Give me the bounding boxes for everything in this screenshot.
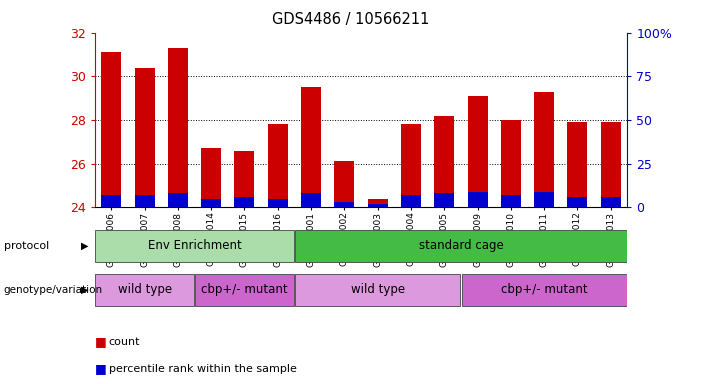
Bar bbox=[501, 120, 521, 207]
Bar bbox=[268, 124, 288, 207]
Text: wild type: wild type bbox=[350, 283, 404, 296]
Bar bbox=[435, 194, 454, 207]
Text: ■: ■ bbox=[95, 335, 107, 348]
Bar bbox=[534, 92, 554, 207]
Bar bbox=[168, 48, 188, 207]
Bar bbox=[234, 151, 254, 207]
Bar bbox=[295, 274, 461, 306]
Bar bbox=[368, 199, 388, 207]
Bar bbox=[334, 162, 355, 207]
Text: GDS4486 / 10566211: GDS4486 / 10566211 bbox=[272, 12, 429, 26]
Bar bbox=[368, 204, 388, 207]
Bar bbox=[234, 197, 254, 207]
Text: count: count bbox=[109, 337, 140, 347]
Bar bbox=[95, 230, 294, 262]
Bar bbox=[567, 122, 587, 207]
Bar bbox=[101, 195, 121, 207]
Bar bbox=[501, 195, 521, 207]
Bar bbox=[401, 124, 421, 207]
Bar bbox=[301, 194, 321, 207]
Bar bbox=[301, 87, 321, 207]
Bar bbox=[101, 52, 121, 207]
Bar bbox=[334, 202, 355, 207]
Text: protocol: protocol bbox=[4, 241, 49, 251]
Bar bbox=[534, 192, 554, 207]
Bar bbox=[601, 197, 620, 207]
Text: percentile rank within the sample: percentile rank within the sample bbox=[109, 364, 297, 374]
Text: wild type: wild type bbox=[118, 283, 172, 296]
Text: standard cage: standard cage bbox=[418, 239, 503, 252]
Bar bbox=[95, 274, 194, 306]
Text: cbp+/- mutant: cbp+/- mutant bbox=[201, 283, 288, 296]
Bar bbox=[201, 199, 222, 207]
Text: ■: ■ bbox=[95, 362, 107, 375]
Bar bbox=[195, 274, 294, 306]
Text: genotype/variation: genotype/variation bbox=[4, 285, 102, 295]
Bar bbox=[468, 96, 487, 207]
Bar bbox=[435, 116, 454, 207]
Text: cbp+/- mutant: cbp+/- mutant bbox=[501, 283, 587, 296]
Bar bbox=[468, 192, 487, 207]
Bar bbox=[135, 68, 154, 207]
Bar bbox=[168, 194, 188, 207]
Bar bbox=[601, 122, 620, 207]
Bar bbox=[295, 230, 627, 262]
Bar bbox=[461, 274, 627, 306]
Text: ▶: ▶ bbox=[81, 285, 88, 295]
Bar bbox=[567, 197, 587, 207]
Bar bbox=[268, 199, 288, 207]
Text: ▶: ▶ bbox=[81, 241, 88, 251]
Bar bbox=[201, 148, 222, 207]
Text: Env Enrichment: Env Enrichment bbox=[148, 239, 241, 252]
Bar bbox=[401, 195, 421, 207]
Bar bbox=[135, 195, 154, 207]
